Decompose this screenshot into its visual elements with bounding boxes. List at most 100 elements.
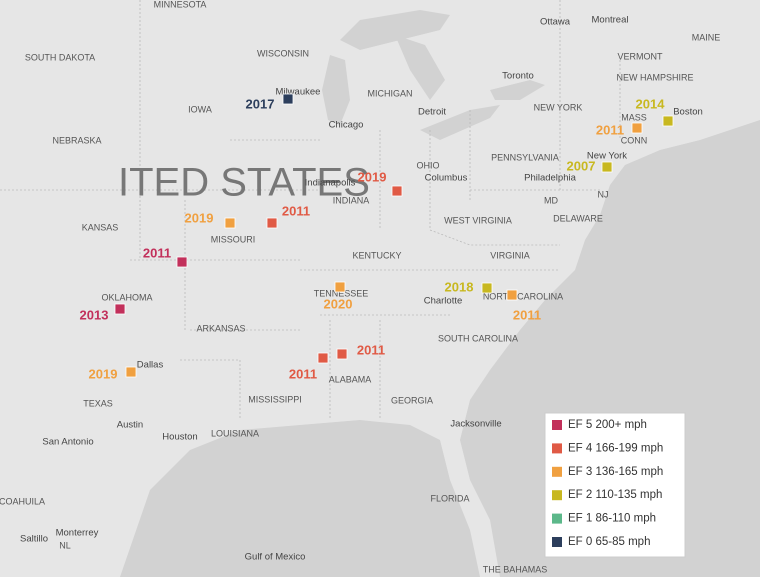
state-label: MISSOURI: [211, 234, 256, 244]
city-label: Gulf of Mexico: [245, 552, 306, 563]
marker-square: [506, 289, 518, 301]
state-borders: [0, 0, 621, 420]
legend-swatch: [552, 443, 562, 454]
state-label: TEXAS: [83, 398, 113, 408]
marker-year: 2011: [596, 122, 624, 137]
state-label: OKLAHOMA: [101, 292, 152, 302]
city-label: Austin: [117, 420, 143, 431]
marker-square: [334, 281, 346, 293]
city-label: Indianapolis: [305, 178, 356, 189]
city-label: Dallas: [137, 360, 164, 371]
marker-square: [125, 366, 137, 378]
lake-huron: [395, 35, 445, 100]
state-label: KANSAS: [82, 222, 119, 232]
legend-swatch: [552, 490, 562, 501]
marker-square: [631, 122, 643, 134]
city-label: San Antonio: [42, 437, 93, 448]
gulf: [120, 420, 480, 577]
city-label: New York: [587, 151, 627, 162]
marker-square: [114, 303, 126, 315]
city-label: Jacksonville: [450, 419, 501, 430]
legend: EF 5 200+ mph EF 4 166-199 mph EF 3 136-16…: [544, 412, 686, 558]
state-label: OHIO: [416, 160, 439, 170]
marker-square: [336, 348, 348, 360]
state-label: GEORGIA: [391, 395, 433, 405]
marker-year: 2011: [143, 245, 171, 260]
lake-ontario: [490, 80, 545, 100]
city-label: Houston: [162, 432, 197, 443]
state-label: NL: [59, 540, 71, 550]
marker-year: 2020: [324, 296, 353, 311]
state-label: NEW HAMPSHIRE: [616, 72, 693, 82]
city-label: Charlotte: [424, 296, 463, 307]
state-label: NEW YORK: [534, 102, 583, 112]
state-label: MISSISSIPPI: [248, 394, 302, 404]
state-label: DELAWARE: [553, 213, 603, 223]
state-label: KENTUCKY: [352, 250, 401, 260]
legend-label: EF 5 200+ mph: [568, 419, 647, 431]
legend-swatch: [552, 537, 562, 547]
legend-box: [544, 412, 686, 558]
marker-square: [317, 352, 329, 364]
state-label: MASS: [621, 112, 647, 122]
legend-label: EF 0 65-85 mph: [568, 536, 650, 548]
city-label: Ottawa: [540, 17, 571, 28]
place-labels: MINNESOTA SOUTH DAKOTA WISCONSIN Milwaukee I…: [0, 0, 720, 574]
state-label: SOUTH DAKOTA: [25, 52, 95, 62]
state-label: NJ: [598, 189, 609, 199]
marker-year: 2013: [80, 307, 109, 322]
state-label: MICHIGAN: [368, 88, 413, 98]
state-label: VIRGINIA: [490, 250, 530, 260]
city-label: Monterrey: [56, 528, 99, 539]
legend-swatch: [552, 420, 562, 430]
city-label: Saltillo: [20, 534, 48, 545]
marker-year: 2011: [282, 203, 310, 218]
state-label: FLORIDA: [430, 493, 469, 503]
marker-year: 2011: [513, 307, 541, 322]
marker-year: 2014: [636, 96, 666, 111]
marker-year: 2019: [358, 169, 387, 184]
state-label: TENNESSEE: [314, 288, 369, 298]
state-label: SOUTH CAROLINA: [438, 333, 518, 343]
state-label: THE BAHAMAS: [483, 564, 548, 574]
marker-year: 2011: [289, 366, 317, 381]
state-label: ALABAMA: [329, 374, 372, 384]
city-label: Toronto: [502, 71, 534, 82]
lake-superior: [340, 10, 450, 50]
legend-swatch: [552, 466, 562, 477]
state-label: WISCONSIN: [257, 48, 309, 58]
state-label: IOWA: [188, 104, 212, 114]
marker-square: [176, 256, 188, 268]
tornado-markers: 2017 2019 2011 2019 2011 2013 2020 2018 2011 2011…: [80, 93, 674, 381]
city-label: Boston: [673, 107, 703, 118]
marker-square: [481, 282, 493, 294]
city-label: Montreal: [592, 15, 629, 26]
marker-square: [282, 93, 294, 105]
legend-label: EF 2 110-135 mph: [568, 489, 662, 501]
state-label: WEST VIRGINIA: [444, 215, 512, 225]
city-label: Philadelphia: [524, 173, 576, 184]
marker-square: [601, 161, 613, 173]
state-label: ARKANSAS: [196, 323, 245, 333]
city-label: Milwaukee: [276, 87, 321, 98]
state-label: NORTH CAROLINA: [483, 291, 563, 301]
state-label: CONN: [621, 135, 648, 145]
city-label: Columbus: [425, 173, 468, 184]
legend-label: EF 1 86-110 mph: [568, 513, 656, 525]
state-label: MINNESOTA: [154, 0, 207, 9]
marker-square: [391, 185, 403, 197]
state-label: MD: [544, 195, 558, 205]
marker-year: 2019: [89, 366, 118, 381]
marker-year: 2011: [357, 342, 385, 357]
city-label: Chicago: [329, 120, 364, 131]
state-label: COAHUILA: [0, 496, 45, 506]
marker-square: [266, 217, 278, 229]
country-label: ITED STATES: [118, 161, 370, 205]
city-label: Detroit: [418, 107, 446, 118]
legend-label: EF 3 136-165 mph: [568, 466, 663, 478]
state-label: PENNSYLVANIA: [491, 152, 559, 162]
legend-label: EF 4 166-199 mph: [568, 442, 663, 454]
marker-year: 2019: [185, 210, 214, 225]
marker-square: [224, 217, 236, 229]
